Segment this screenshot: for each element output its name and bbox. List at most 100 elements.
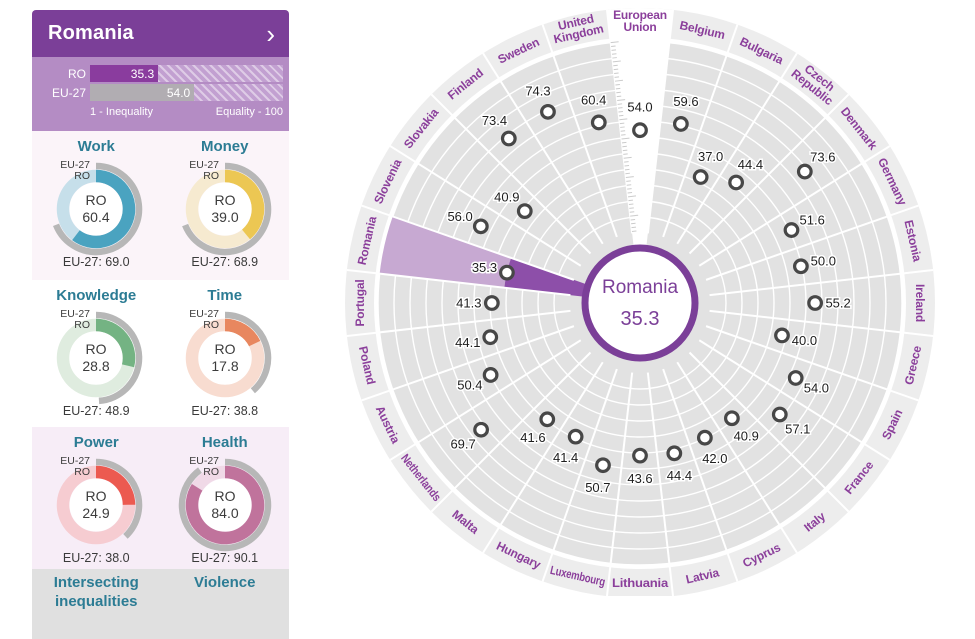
sector-point-italy[interactable]: 40.9 [723, 410, 760, 445]
gauge-ro-mini-label: RO [75, 319, 91, 331]
score-scale: 1 - Inequality Equality - 100 [90, 106, 283, 118]
score-track: 35.3 [90, 65, 283, 82]
domain-title-money[interactable]: Money [200, 138, 249, 155]
gauge-eu-mini-label: EU-27 [60, 455, 90, 467]
country-dot[interactable] [787, 370, 804, 386]
gauge-center [198, 182, 252, 236]
sector-point-european-union[interactable]: 54.0 [626, 98, 654, 139]
country-dot[interactable] [632, 122, 648, 139]
sector-point-luxembourg[interactable]: 50.7 [584, 457, 612, 497]
country-dot[interactable] [807, 295, 824, 311]
sector-point-czech-republic[interactable]: 44.4 [728, 155, 765, 191]
sector-divider [698, 145, 891, 267]
gauge-eu-arc [53, 162, 143, 256]
country-dot[interactable] [632, 447, 648, 464]
domain-title-violence[interactable]: Violence [194, 574, 256, 591]
country-band-label-ireland[interactable]: Ireland [913, 284, 927, 322]
ruler-tick [630, 214, 639, 217]
country-dot[interactable] [483, 295, 500, 311]
sector-point-poland[interactable]: 44.1 [454, 329, 499, 351]
sector-point-france[interactable]: 57.1 [771, 406, 812, 438]
country-dot[interactable] [500, 130, 517, 147]
domain-title-knowledge[interactable]: Knowledge [56, 287, 137, 304]
country-header[interactable]: Romania › [32, 10, 289, 57]
country-dot[interactable] [796, 163, 813, 180]
ruler-tick [629, 211, 635, 213]
domain-title-time[interactable]: Time [207, 287, 243, 304]
country-band-label-lithuania[interactable]: Lithuania [612, 576, 669, 590]
country-dot[interactable] [672, 116, 689, 132]
sector-divider [430, 351, 592, 513]
sector-point-spain[interactable]: 54.0 [787, 370, 831, 397]
country-dot[interactable] [692, 169, 709, 185]
country-sidebar: Romania › RO 35.3 EU-27 54.0 1 - Inequal… [32, 10, 289, 639]
country-band-label-portugal[interactable]: Portugal [353, 279, 367, 326]
country-dot[interactable] [516, 203, 533, 220]
gauge-country-arc [185, 465, 264, 545]
sector-point-austria[interactable]: 50.4 [456, 367, 499, 394]
sector-point-finland[interactable]: 73.4 [480, 112, 517, 147]
country-dot[interactable] [473, 421, 490, 438]
country-dot[interactable] [539, 411, 556, 428]
sector-point-netherlands[interactable]: 69.7 [449, 421, 490, 453]
sector-point-denmark[interactable]: 73.6 [796, 148, 837, 180]
eu-caption-health: EU-27: 90.1 [191, 551, 259, 565]
country-band-label-european-union[interactable]: Union [624, 20, 657, 34]
sector-point-estonia[interactable]: 50.0 [792, 252, 837, 275]
gauge-center [69, 182, 123, 236]
score-value: 35.3 [130, 66, 155, 81]
sector-divider [389, 145, 582, 267]
sector-point-latvia[interactable]: 44.4 [665, 445, 694, 485]
sector-point-sweden[interactable]: 74.3 [524, 82, 556, 120]
chevron-right-icon[interactable]: › [266, 18, 275, 49]
country-dot[interactable] [696, 429, 713, 446]
country-dot[interactable] [774, 327, 790, 344]
country-dot[interactable] [540, 103, 556, 120]
country-dot[interactable] [590, 114, 607, 131]
domain-title-health[interactable]: Health [201, 434, 248, 451]
sector-point-malta[interactable]: 41.6 [519, 411, 556, 446]
sector-point-portugal[interactable]: 41.3 [455, 294, 500, 312]
country-dot[interactable] [792, 258, 809, 275]
country-dot[interactable] [723, 410, 740, 427]
domain-title-power[interactable]: Power [73, 434, 119, 451]
scale-inequality-label: 1 - Inequality [90, 106, 153, 118]
sector-point-belgium[interactable]: 59.6 [672, 93, 700, 132]
country-dot[interactable] [567, 428, 584, 445]
country-dot[interactable] [595, 457, 611, 474]
sector-point-lithuania[interactable]: 43.6 [626, 447, 654, 488]
country-dot[interactable] [498, 264, 515, 281]
country-dot[interactable] [482, 329, 499, 346]
domain-title-work[interactable]: Work [77, 138, 115, 155]
sector-point-germany[interactable]: 51.6 [783, 211, 826, 238]
country-dot[interactable] [771, 406, 788, 423]
sector-point-greece[interactable]: 40.0 [774, 327, 819, 350]
gauge-center [69, 478, 123, 532]
sector-point-hungary[interactable]: 41.4 [551, 428, 584, 466]
sector-point-united-kingdom[interactable]: 60.4 [580, 91, 608, 131]
score-row-ro: RO 35.3 [38, 65, 283, 82]
domain-title-intersecting-inequalities[interactable]: Intersecting inequalities [53, 574, 139, 610]
sector-point-bulgaria[interactable]: 37.0 [692, 147, 725, 185]
country-value-label: 55.2 [825, 296, 850, 311]
sector-point-romania[interactable]: 35.3 [470, 259, 515, 281]
sector-point-ireland[interactable]: 55.2 [807, 294, 852, 312]
ruler-tick [629, 207, 634, 209]
sector-point-cyprus[interactable]: 42.0 [696, 429, 729, 467]
ruler-tick [615, 87, 621, 90]
country-dot[interactable] [482, 367, 499, 383]
gauge-country-value: 28.8 [83, 358, 110, 374]
country-dot[interactable] [728, 174, 745, 191]
country-dot[interactable] [783, 222, 800, 238]
sector-point-slovakia[interactable]: 40.9 [493, 188, 533, 220]
gauge-eu-mini-label: EU-27 [189, 455, 219, 467]
section-satellite-domains: Intersecting inequalities Violence [32, 569, 289, 639]
ruler-tick [619, 122, 625, 125]
country-dot[interactable] [472, 218, 489, 235]
ruler-tick [617, 103, 623, 105]
country-dot[interactable] [666, 445, 683, 462]
country-band-label-european-union[interactable]: European [613, 8, 667, 22]
sector-point-slovenia[interactable]: 56.0 [446, 207, 489, 235]
